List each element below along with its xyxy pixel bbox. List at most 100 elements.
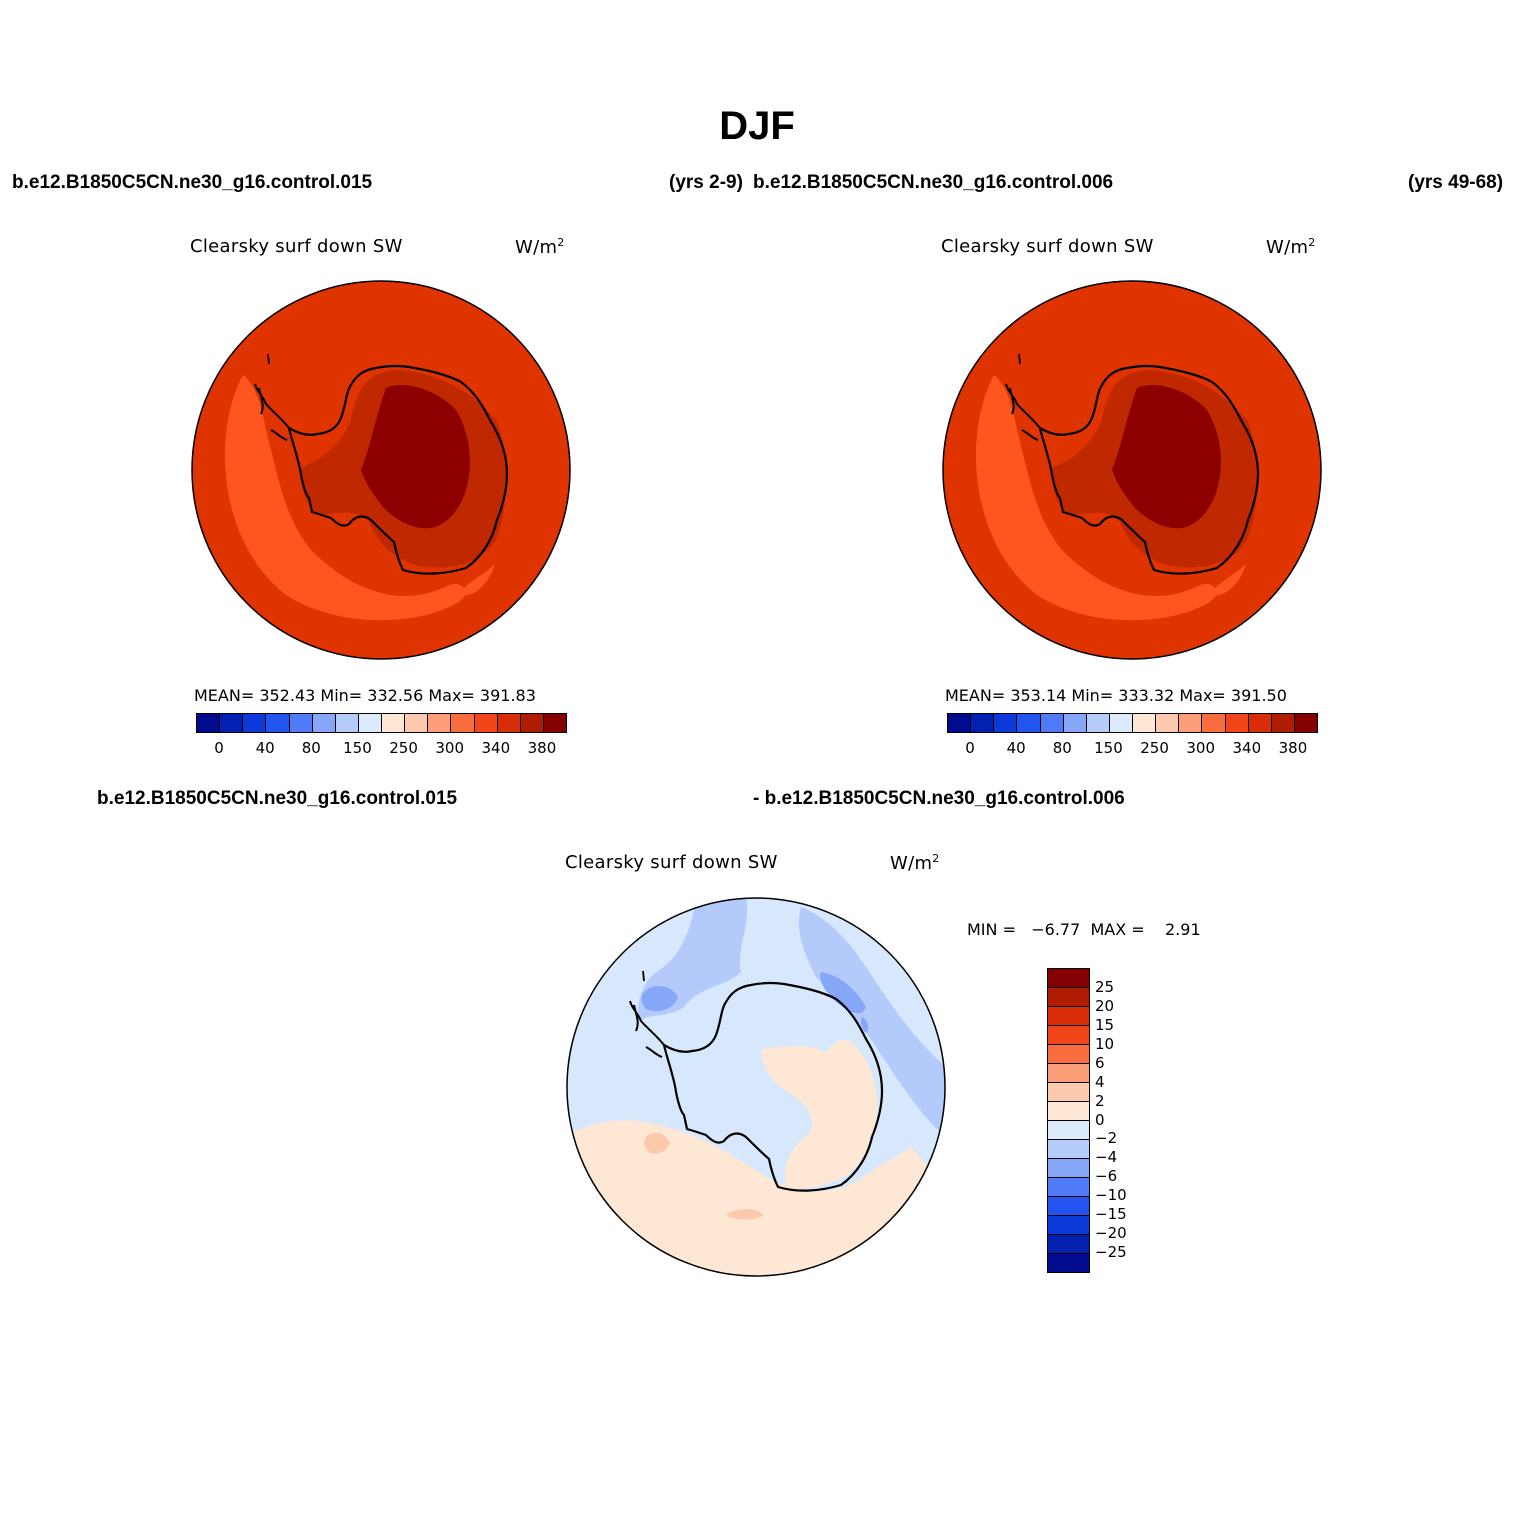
colorbar-tick-label: 300: [435, 739, 464, 757]
low-sw-patch: [1207, 563, 1246, 596]
colorbar-box: [1048, 1140, 1089, 1159]
colorbar-box: [428, 714, 452, 732]
colorbar-tick-label: 40: [255, 739, 275, 757]
colorbar-box: [520, 714, 544, 732]
colorbar-box: [1048, 1197, 1089, 1216]
panel2-map-border: [942, 280, 1322, 660]
colorbar-tick-label: 15: [1095, 1015, 1115, 1034]
low-sw-region: [224, 375, 466, 621]
panel1-colorbar: [196, 713, 567, 733]
colorbar-box: [1048, 1216, 1089, 1235]
colorbar-box: [1248, 714, 1272, 732]
colorbar-tick-label: 380: [527, 739, 557, 757]
colorbar-box: [1048, 1178, 1089, 1197]
colorbar-box: [1048, 1083, 1089, 1102]
colorbar-tick-label: 0: [214, 739, 224, 757]
colorbar-box: [405, 714, 429, 732]
panel1-map: [191, 280, 571, 660]
colorbar-box: [1271, 714, 1295, 732]
colorbar-tick-label: 40: [1006, 739, 1026, 757]
antarctica-coastline: [287, 364, 509, 575]
neg-strong-west: [641, 985, 678, 1012]
colorbar-box: [1048, 1121, 1089, 1140]
colorbar-tick-label: 0: [965, 739, 975, 757]
colorbar-box: [994, 714, 1018, 732]
colorbar-box: [1179, 714, 1203, 732]
low-sw-patch: [456, 563, 495, 596]
colorbar-tick-label: 300: [1186, 739, 1215, 757]
panel2-map: [942, 280, 1322, 660]
colorbar-tick-label: 80: [301, 739, 321, 757]
colorbar-tick-label: −4: [1095, 1148, 1118, 1167]
colorbar-tick-label: 10: [1095, 1034, 1115, 1053]
colorbar-box: [1048, 1159, 1089, 1178]
colorbar-box: [1048, 1007, 1089, 1026]
antarctica-coastline: [1038, 364, 1260, 575]
panel2-contours: [943, 281, 1321, 659]
diff-label-right: - b.e12.B1850C5CN.ne30_g16.control.006: [753, 788, 1125, 809]
colorbar-box: [1294, 714, 1317, 732]
colorbar-tick-label: 250: [1140, 739, 1169, 757]
colorbar-tick-label: 2: [1095, 1091, 1105, 1110]
diff-colorbar: [1047, 968, 1090, 1273]
colorbar-tick-label: −25: [1095, 1243, 1127, 1262]
colorbar-box: [971, 714, 995, 732]
colorbar-tick-label: 6: [1095, 1053, 1105, 1072]
pos-region-east: [761, 1040, 878, 1189]
colorbar-box: [948, 714, 972, 732]
colorbar-tick-label: −2: [1095, 1129, 1118, 1148]
peninsula-coastline: [254, 383, 290, 441]
panel1-stats: MEAN= 352.43 Min= 332.56 Max= 391.83: [194, 686, 536, 705]
colorbar-box: [1040, 714, 1064, 732]
colorbar-box: [1048, 1026, 1089, 1045]
panel2-colorbar: [947, 713, 1318, 733]
colorbar-box: [220, 714, 244, 732]
colorbar-tick-label: −6: [1095, 1167, 1118, 1186]
colorbar-box: [1086, 714, 1110, 732]
colorbar-box: [335, 714, 359, 732]
colorbar-box: [497, 714, 521, 732]
colorbar-box: [1017, 714, 1041, 732]
colorbar-tick-label: 4: [1095, 1072, 1105, 1091]
colorbar-tick-label: 150: [343, 739, 372, 757]
colorbar-tick-label: −20: [1095, 1224, 1127, 1243]
colorbar-box: [1156, 714, 1180, 732]
colorbar-box: [1048, 988, 1089, 1007]
colorbar-tick-label: 340: [1232, 739, 1262, 757]
panel1-units: W/m2: [515, 236, 565, 258]
neg-strong-east: [820, 972, 866, 1014]
colorbar-box: [543, 714, 566, 732]
colorbar-tick-label: 25: [1095, 977, 1115, 996]
colorbar-box: [1225, 714, 1249, 732]
diff-units: W/m2: [890, 852, 940, 874]
panel2-stats: MEAN= 353.14 Min= 333.32 Max= 391.50: [945, 686, 1287, 705]
case-name-right: b.e12.B1850C5CN.ne30_g16.control.006: [753, 172, 1114, 193]
peninsula-coastline: [629, 1000, 665, 1058]
diff-contours: [567, 898, 945, 1276]
panel2-field-label: Clearsky surf down SW: [941, 236, 1154, 257]
antarctica-coastline: [662, 981, 884, 1192]
diff-label-left: b.e12.B1850C5CN.ne30_g16.control.015: [97, 788, 458, 809]
peninsula-coastline: [1005, 383, 1041, 441]
low-sw-region: [975, 375, 1217, 621]
colorbar-box: [1063, 714, 1087, 732]
colorbar-box: [358, 714, 382, 732]
colorbar-box: [1048, 1254, 1089, 1272]
colorbar-box: [1202, 714, 1226, 732]
years-right: (yrs 49-68): [1408, 172, 1504, 193]
colorbar-box: [1048, 1235, 1089, 1254]
colorbar-box: [1048, 969, 1089, 988]
colorbar-box: [451, 714, 475, 732]
plateau-region: [1112, 384, 1221, 529]
plateau-region: [361, 384, 470, 529]
pos-strong-patch: [644, 1132, 670, 1154]
colorbar-box: [382, 714, 406, 732]
colorbar-tick-label: 250: [389, 739, 418, 757]
colorbar-box: [1048, 1045, 1089, 1064]
pos-region-south: [567, 1120, 945, 1276]
neg-region-northeast: [798, 907, 945, 1137]
colorbar-box: [289, 714, 313, 732]
colorbar-box: [312, 714, 336, 732]
colorbar-tick-label: 150: [1094, 739, 1123, 757]
panel1-contours: [192, 281, 570, 659]
